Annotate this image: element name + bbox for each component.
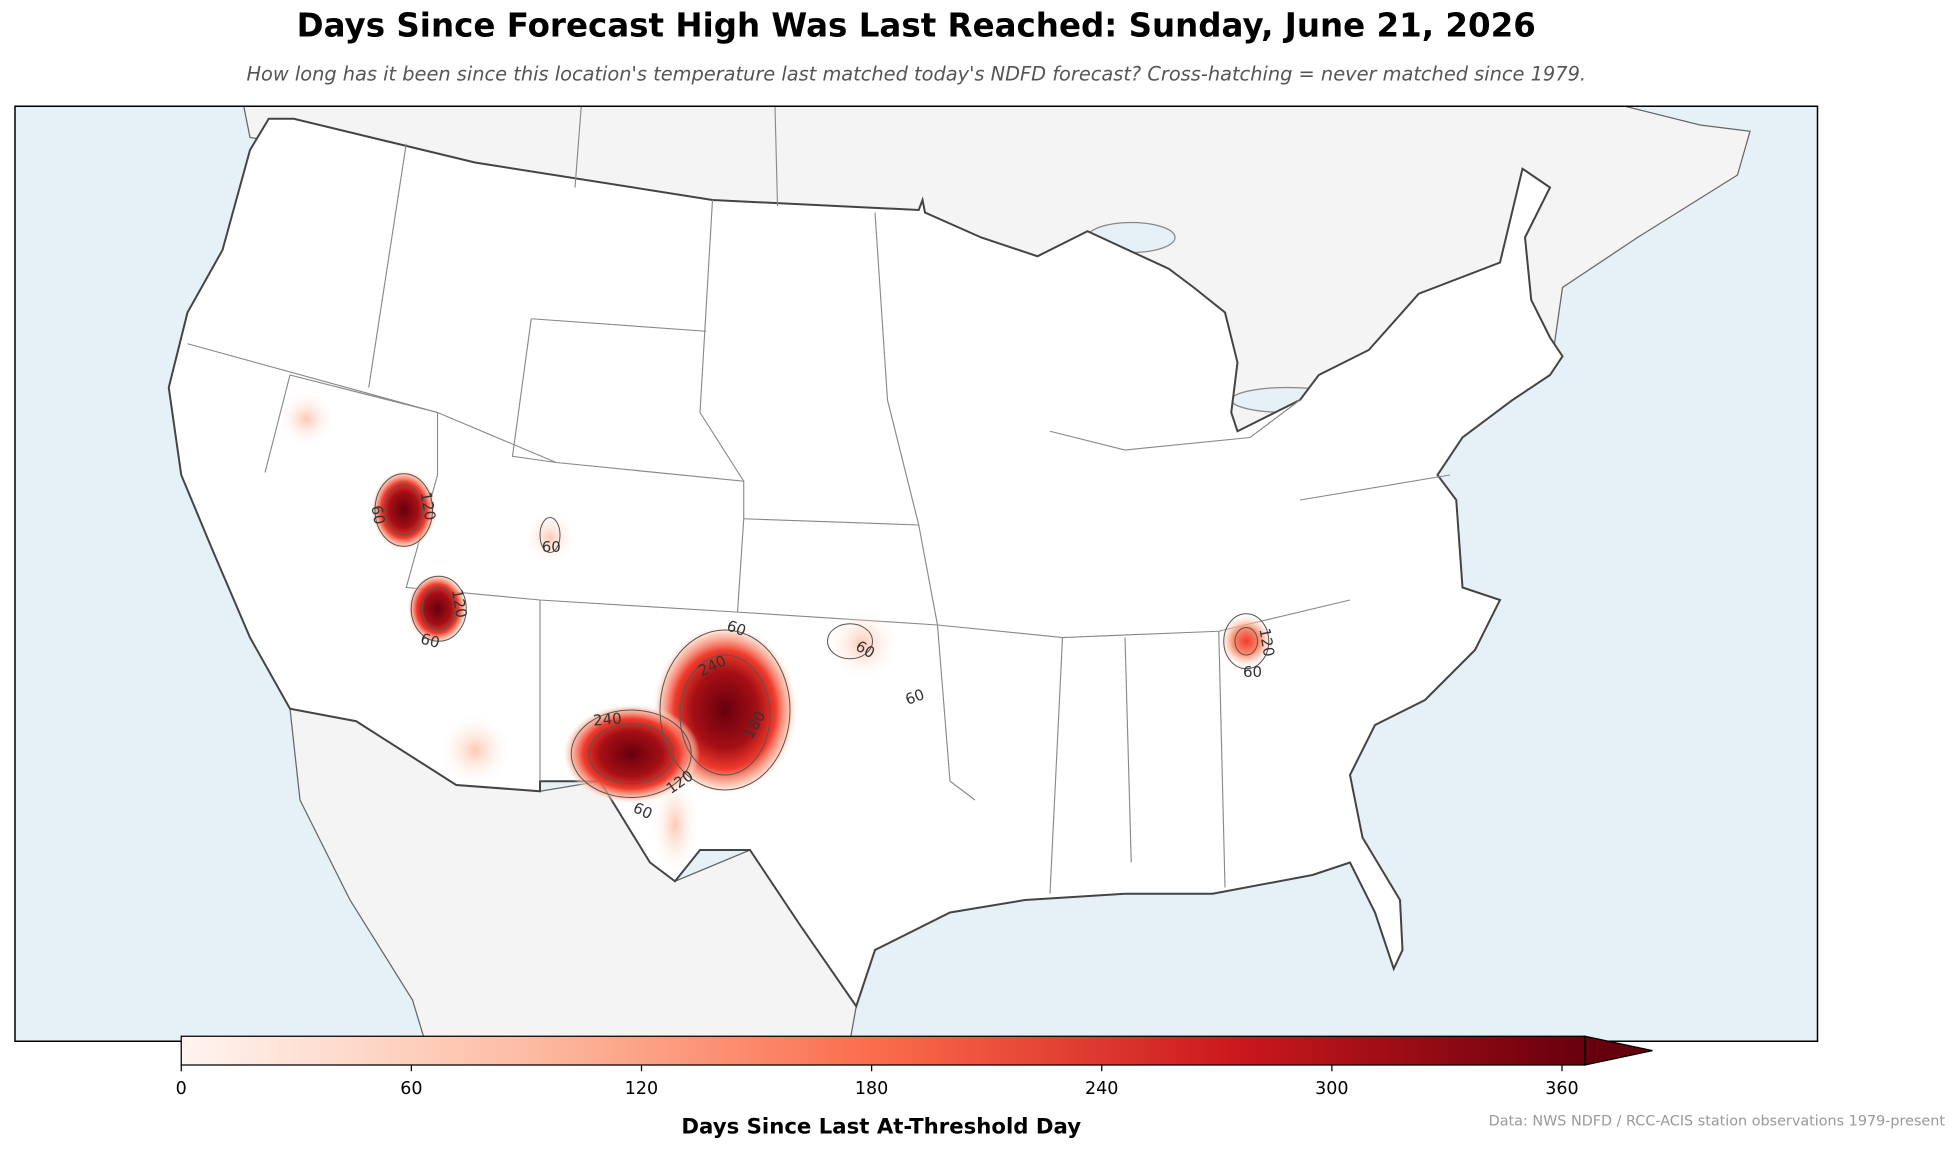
contour-label: 60 xyxy=(903,685,927,708)
contours xyxy=(374,473,1270,799)
hotspot xyxy=(1218,613,1274,669)
contour-label: 120 xyxy=(1255,627,1278,658)
hotspot xyxy=(278,391,334,447)
hotspot xyxy=(652,775,698,875)
colorbar-tick-label: 60 xyxy=(400,1079,422,1099)
colorbar-extend xyxy=(1584,1035,1653,1066)
colorbar-tick-label: 360 xyxy=(1545,1079,1578,1099)
contour-label: 240 xyxy=(592,709,622,729)
colorbar-body xyxy=(180,1035,1586,1066)
colorbar-tick-label: 0 xyxy=(176,1079,187,1099)
contour-label: 120 xyxy=(417,490,440,521)
title: Days Since Forecast High Was Last Reache… xyxy=(297,7,1536,45)
hotspot xyxy=(562,703,700,804)
hotspot xyxy=(407,573,468,644)
colorbar-label: Days Since Last At-Threshold Day xyxy=(681,1115,1081,1140)
hotspots xyxy=(278,391,1274,875)
subtitle: How long has it been since this location… xyxy=(246,63,1586,86)
colorbar-tick-label: 300 xyxy=(1315,1079,1348,1099)
contour-label: 60 xyxy=(542,538,561,556)
colorbar-tick-label: 240 xyxy=(1085,1079,1118,1099)
colorbar-tick-label: 180 xyxy=(855,1079,888,1099)
hotspot xyxy=(440,715,510,785)
contour-label: 60 xyxy=(724,617,748,640)
contour-label: 60 xyxy=(1243,663,1262,681)
source-note: Data: NWS NDFD / RCC-ACIS station observ… xyxy=(1489,1113,1946,1129)
colorbar-tick-label: 120 xyxy=(625,1079,658,1099)
contour-label: 60 xyxy=(367,504,388,526)
hotspot xyxy=(525,512,575,563)
colorbar: 0 60 120 180 240 300 360 xyxy=(176,1035,1653,1099)
contour-label: 60 xyxy=(419,630,442,652)
hotspot xyxy=(827,608,898,679)
contour-label: 120 xyxy=(448,588,471,619)
united-states xyxy=(167,117,1564,1009)
hotspot xyxy=(371,470,437,550)
